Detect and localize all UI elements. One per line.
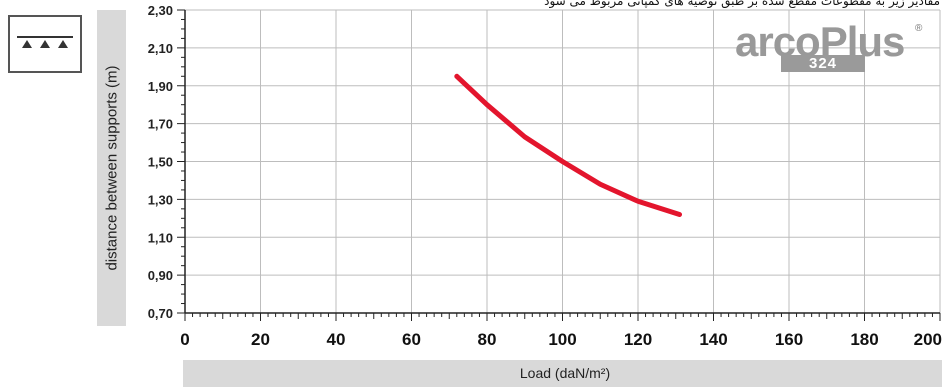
x-tick-label: 100 [548,330,576,349]
x-tick-label: 80 [478,330,497,349]
y-tick-label: 0,90 [148,268,173,283]
x-tick-label: 20 [251,330,270,349]
y-tick-label: 2,10 [148,41,173,56]
brand-logo: arcoPlus ® 324 [735,21,935,77]
y-tick-label: 2,30 [148,3,173,18]
logo-registered-mark: ® [915,23,923,34]
series-line [454,73,683,218]
x-tick-label: 120 [624,330,652,349]
y-tick-label: 0,70 [148,306,173,321]
x-tick-label: 140 [699,330,727,349]
x-tick-label: 160 [775,330,803,349]
x-tick-label: 60 [402,330,421,349]
y-tick-label: 1,70 [148,117,173,132]
y-tick-label: 1,10 [148,230,173,245]
y-axis-label-band [97,10,126,326]
logo-model-number: 324 [781,55,865,72]
x-axis-label: Load (daN/m²) [519,365,611,381]
y-tick-label: 1,90 [148,79,173,94]
x-tick-label: 200 [914,330,942,349]
x-axis-label-band [183,360,942,387]
x-tick-label: 40 [327,330,346,349]
y-tick-label: 1,50 [148,155,173,170]
y-tick-label: 1,30 [148,192,173,207]
support-triangles-icon [8,15,82,73]
x-tick-label: 0 [180,330,189,349]
header-note: مقادیر زیر به مقطوعات مقطع شده بر طبق تو… [544,0,940,8]
x-tick-label: 180 [850,330,878,349]
